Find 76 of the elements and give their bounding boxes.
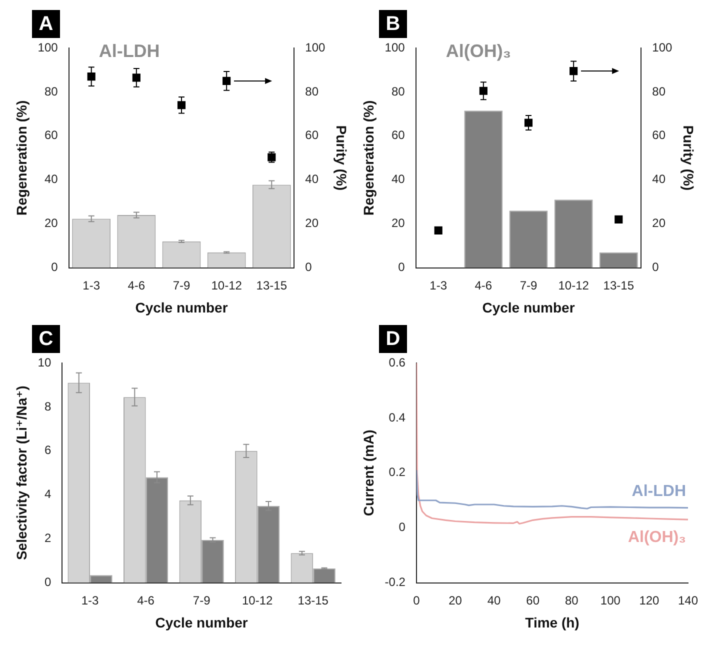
x-tick-label: 10-12	[242, 593, 274, 608]
y2-tick-label: 100	[652, 40, 673, 54]
y-axis-title: Current (mA)	[360, 430, 376, 516]
y-tick-label: 2	[44, 531, 52, 546]
x-axis-title: Cycle number	[155, 614, 248, 630]
x-tick-label: 7-9	[520, 278, 538, 292]
y-tick-label: 60	[44, 128, 58, 142]
y-axis-title: Selectivity factor (Li⁺/Na⁺)	[13, 386, 30, 560]
y2-tick-label: 0	[652, 260, 660, 274]
series-label: Al(OH)₃	[628, 529, 686, 546]
x-tick-label: 120	[639, 593, 660, 608]
chart-title: D	[379, 325, 407, 353]
y2-tick-label: 20	[652, 216, 666, 230]
y-tick-label: 20	[44, 216, 58, 230]
y-tick-label: 20	[391, 216, 406, 230]
y-tick-label: 80	[44, 84, 58, 98]
y-tick-label: 100	[38, 40, 58, 54]
y-tick-label: 80	[391, 84, 406, 98]
x-tick-label: 13-15	[603, 278, 634, 292]
x-tick-label: 60	[526, 593, 540, 608]
x-tick-label: 1-3	[82, 278, 100, 292]
y-tick-label: 40	[44, 172, 58, 186]
x-axis-title: Time (h)	[525, 614, 580, 630]
y2-tick-label: 0	[305, 260, 312, 274]
y-axis-title: Regeneration (%)	[13, 100, 30, 216]
x-tick-label: 13-15	[298, 593, 329, 608]
x-tick-label: 4-6	[128, 278, 146, 292]
y2-tick-label: 60	[305, 128, 319, 142]
y-tick-label: 100	[384, 40, 406, 54]
y2-tick-label: 80	[652, 84, 666, 98]
x-tick-label: 4-6	[137, 593, 155, 608]
chart-title: B	[379, 10, 407, 38]
y2-tick-label: 60	[652, 128, 666, 142]
y-tick-label: 0.2	[388, 465, 406, 480]
y2-axis-title: Purity (%)	[680, 125, 697, 191]
x-tick-label: 0	[413, 593, 420, 608]
x-tick-label: 1-3	[430, 278, 448, 292]
y-tick-label: 0.4	[388, 410, 406, 424]
y-tick-label: 0	[398, 520, 406, 534]
y2-tick-label: 40	[652, 172, 666, 186]
x-tick-label: 4-6	[474, 278, 492, 292]
x-axis-title: Cycle number	[135, 299, 228, 316]
x-tick-label: 1-3	[81, 593, 100, 608]
x-axis-title: Cycle number	[482, 299, 576, 316]
y-tick-label: 0	[51, 260, 58, 274]
chart-title: C	[32, 325, 60, 353]
y2-tick-label: 80	[305, 84, 319, 98]
x-tick-label: 20	[448, 593, 462, 608]
y2-tick-label: 20	[305, 216, 319, 230]
series-label: Al-LDH	[632, 483, 686, 500]
x-tick-label: 13-15	[256, 278, 288, 292]
x-tick-label: 80	[564, 593, 579, 608]
y-tick-label: 10	[38, 355, 52, 370]
y-tick-label: 8	[44, 399, 52, 414]
x-tick-label: 40	[487, 593, 502, 608]
y-tick-label: 0	[44, 575, 52, 590]
y-tick-label: 0.6	[388, 355, 406, 370]
x-tick-label: 140	[678, 593, 698, 608]
chart-title: A	[32, 10, 60, 38]
y-tick-label: -0.2	[384, 575, 406, 590]
x-tick-label: 100	[600, 593, 621, 608]
x-tick-label: 7-9	[192, 593, 211, 608]
x-tick-label: 10-12	[211, 278, 242, 292]
y-tick-label: 0	[398, 260, 406, 274]
y-axis-title: Regeneration (%)	[360, 100, 376, 216]
y-tick-label: 6	[44, 443, 52, 458]
x-tick-label: 7-9	[172, 278, 190, 292]
x-tick-label: 10-12	[558, 278, 590, 292]
y-tick-label: 4	[44, 487, 52, 502]
y-tick-label: 40	[391, 172, 406, 186]
annotation: Al(OH)₃	[446, 40, 512, 61]
y2-axis-title: Purity (%)	[334, 125, 350, 191]
y2-tick-label: 40	[305, 172, 319, 186]
annotation: Al-LDH	[98, 40, 160, 61]
y-tick-label: 60	[391, 128, 406, 142]
y2-tick-label: 100	[305, 40, 326, 54]
